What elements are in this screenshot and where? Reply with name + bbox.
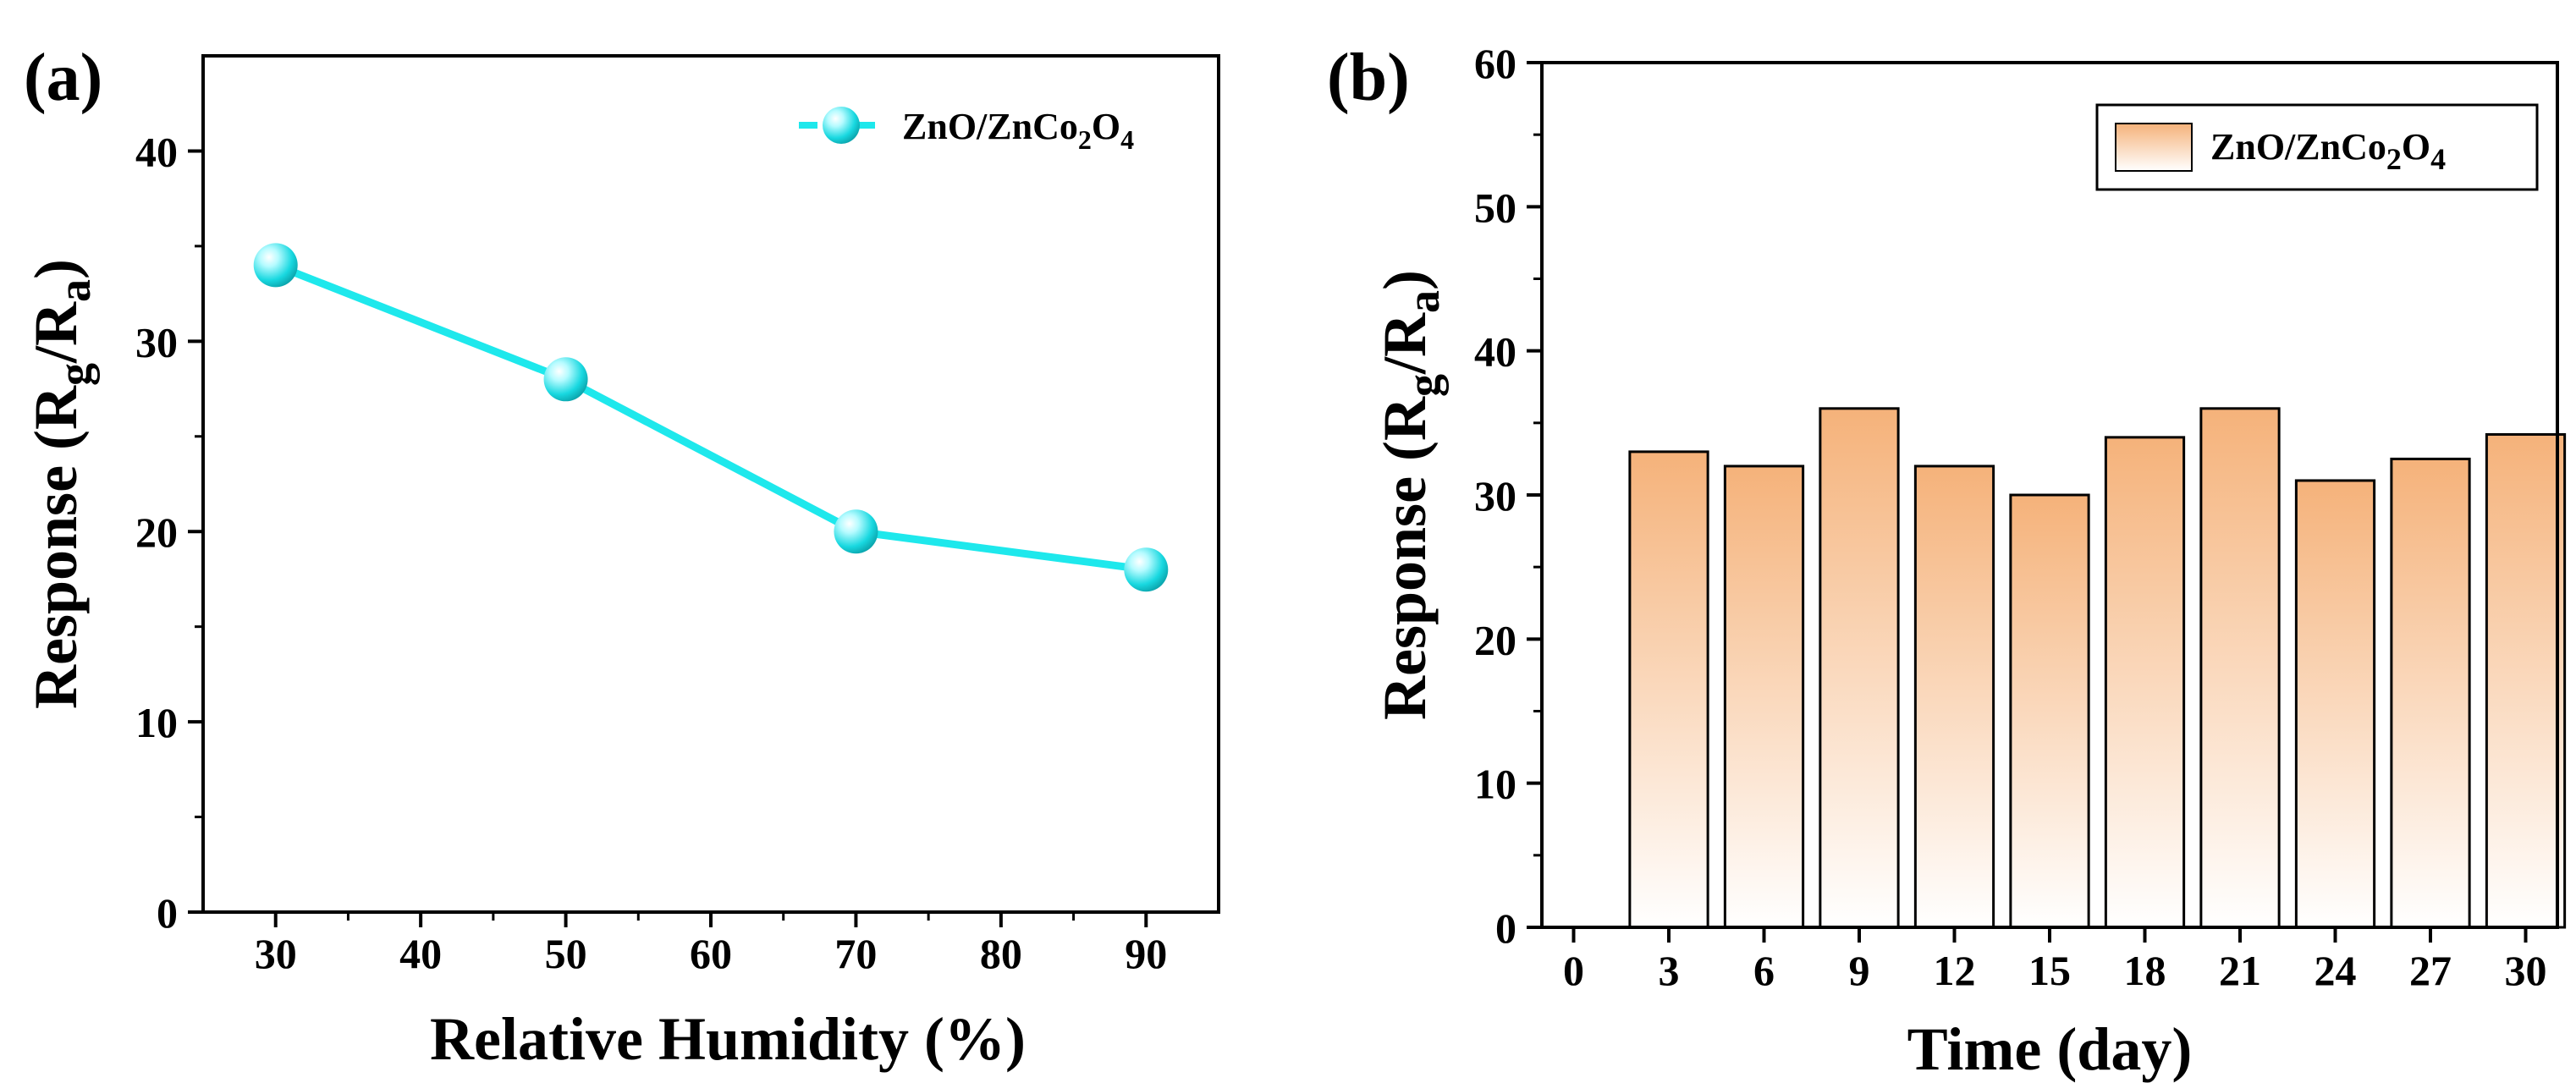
- legend-a-marker: [823, 107, 860, 144]
- x-tick-label: 6: [1753, 947, 1775, 994]
- y-tick-label: 40: [135, 128, 178, 175]
- panel-b: (b) 0 3 6 9 12 15 18 21 24 27 30 0 10 20 30 40 50 60 Resp…: [1327, 40, 2567, 1083]
- x-tick-label: 60: [690, 930, 732, 977]
- y-tick-label: 60: [1474, 40, 1516, 87]
- x-tick-label: 3: [1659, 947, 1680, 994]
- data-point: [834, 509, 878, 554]
- panel-label-a: (a): [24, 41, 102, 115]
- x-tick-label: 12: [1934, 947, 1976, 994]
- data-point: [253, 243, 298, 288]
- y-tick-label: 10: [1474, 761, 1516, 808]
- panel-b-xlabel: Time (day): [1907, 1015, 2193, 1083]
- panel-label-b: (b): [1327, 41, 1410, 115]
- panel-a: (a) 30 40 50 60 70 80 90 0 10 20 30 40 Response (Rg…: [22, 41, 1220, 1073]
- data-point: [1124, 547, 1169, 592]
- x-tick-label: 27: [2409, 947, 2452, 994]
- panel-b-ylabel: Response (Rg/Ra): [1371, 270, 1449, 720]
- y-tick-label: 40: [1474, 328, 1516, 376]
- legend-b-swatch: [2115, 123, 2193, 172]
- bar: [1628, 450, 1709, 929]
- bar: [2199, 407, 2281, 929]
- bar: [2294, 479, 2376, 929]
- x-tick-label: 18: [2124, 947, 2166, 994]
- panel-a-series: [253, 243, 1169, 592]
- panel-a-legend: ZnO/ZnCo2O4: [799, 106, 1134, 155]
- panel-b-bars: [1628, 407, 2567, 929]
- legend-a-label: ZnO/ZnCo2O4: [902, 106, 1134, 155]
- legend-b-frame: [2095, 103, 2539, 191]
- bar: [2009, 493, 2090, 929]
- x-tick-label: 9: [1849, 947, 1870, 994]
- bar: [1723, 465, 1805, 929]
- x-tick-label: 30: [255, 930, 297, 977]
- y-tick-label: 30: [1474, 472, 1516, 520]
- y-tick-label: 0: [1495, 904, 1516, 952]
- panel-b-ticks: 0 3 6 9 12 15 18 21 24 27 30 0 10 20 30 40 50 60: [1474, 40, 2547, 994]
- panel-a-ticks: 30 40 50 60 70 80 90 0 10 20 30 40: [135, 128, 1167, 977]
- x-tick-label: 70: [834, 930, 877, 977]
- bar: [1819, 407, 1900, 929]
- x-tick-label: 15: [2028, 947, 2071, 994]
- y-tick-label: 0: [157, 889, 178, 937]
- x-tick-label: 30: [2505, 947, 2547, 994]
- series-line: [274, 261, 1147, 574]
- legend-b-label: ZnO/ZnCo2O4: [2210, 126, 2446, 176]
- y-tick-label: 30: [135, 318, 178, 366]
- x-tick-label: 0: [1563, 947, 1584, 994]
- x-tick-label: 24: [2315, 947, 2357, 994]
- bar: [1913, 465, 1995, 929]
- panel-a-plot-frame: [201, 54, 1220, 914]
- panel-a-ylabel: Response (Rg/Ra): [22, 259, 100, 709]
- x-tick-label: 40: [399, 930, 442, 977]
- panel-b-plot-frame: [1540, 61, 2559, 929]
- data-point: [543, 357, 588, 402]
- y-tick-label: 50: [1474, 184, 1516, 231]
- y-tick-label: 10: [135, 699, 178, 746]
- y-tick-label: 20: [1474, 616, 1516, 663]
- panel-a-xlabel: Relative Humidity (%): [430, 1005, 1026, 1073]
- bar: [2485, 432, 2567, 929]
- x-tick-label: 21: [2219, 947, 2261, 994]
- x-tick-label: 80: [980, 930, 1022, 977]
- panel-b-legend: ZnO/ZnCo2O4: [2095, 103, 2539, 191]
- bar: [2390, 457, 2471, 929]
- bar: [2104, 436, 2186, 929]
- y-tick-label: 20: [135, 509, 178, 556]
- x-tick-label: 50: [545, 930, 587, 977]
- x-tick-label: 90: [1125, 930, 1167, 977]
